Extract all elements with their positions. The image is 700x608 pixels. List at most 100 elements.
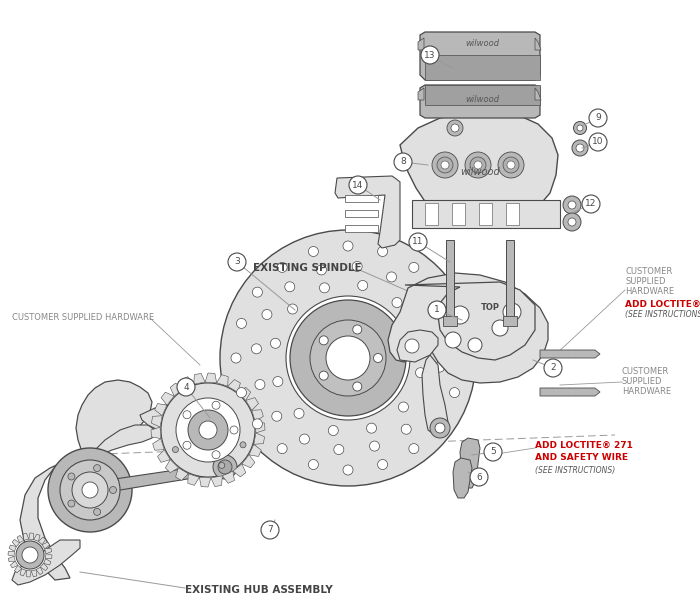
Polygon shape	[151, 416, 162, 427]
Circle shape	[503, 157, 519, 173]
Polygon shape	[42, 542, 50, 549]
Circle shape	[277, 444, 287, 454]
Bar	[452, 203, 465, 225]
Circle shape	[319, 283, 330, 293]
Text: CUSTOMER: CUSTOMER	[625, 268, 672, 277]
Circle shape	[430, 418, 450, 438]
Circle shape	[319, 371, 328, 380]
Circle shape	[251, 344, 262, 354]
Circle shape	[343, 465, 353, 475]
Polygon shape	[95, 425, 155, 455]
Circle shape	[272, 411, 282, 421]
Circle shape	[183, 411, 191, 419]
Polygon shape	[38, 537, 46, 545]
Circle shape	[68, 473, 75, 480]
Text: 8: 8	[400, 157, 406, 167]
Polygon shape	[23, 533, 29, 541]
Circle shape	[213, 455, 237, 479]
Polygon shape	[228, 379, 240, 392]
Polygon shape	[36, 567, 43, 575]
Circle shape	[421, 46, 439, 64]
Circle shape	[428, 301, 446, 319]
Polygon shape	[194, 373, 205, 384]
Bar	[345, 210, 378, 217]
Polygon shape	[252, 410, 263, 421]
Text: 2: 2	[550, 364, 556, 373]
Circle shape	[94, 465, 101, 472]
Text: ADD LOCTITE® 271: ADD LOCTITE® 271	[535, 441, 633, 449]
Circle shape	[228, 253, 246, 271]
Text: wilwood: wilwood	[465, 40, 499, 49]
Circle shape	[563, 196, 581, 214]
Circle shape	[416, 368, 426, 378]
Polygon shape	[32, 570, 37, 577]
Circle shape	[220, 230, 476, 486]
Polygon shape	[9, 545, 16, 551]
Circle shape	[409, 263, 419, 272]
Polygon shape	[151, 427, 161, 438]
Polygon shape	[155, 404, 167, 416]
Polygon shape	[29, 533, 34, 539]
Polygon shape	[242, 455, 255, 468]
Polygon shape	[217, 375, 228, 386]
Text: 13: 13	[424, 50, 435, 60]
Circle shape	[465, 152, 491, 178]
Circle shape	[358, 280, 368, 291]
Bar	[412, 200, 560, 228]
Circle shape	[401, 424, 411, 434]
Circle shape	[432, 152, 458, 178]
Polygon shape	[418, 38, 424, 50]
Polygon shape	[397, 330, 438, 362]
Polygon shape	[188, 474, 200, 485]
Polygon shape	[176, 468, 188, 480]
Text: 10: 10	[592, 137, 603, 147]
Polygon shape	[46, 554, 52, 559]
Circle shape	[309, 246, 318, 257]
Circle shape	[352, 261, 362, 271]
Polygon shape	[15, 565, 22, 573]
Circle shape	[470, 468, 488, 486]
Circle shape	[568, 201, 576, 209]
Circle shape	[172, 447, 178, 452]
Circle shape	[328, 426, 338, 435]
Bar	[425, 85, 540, 105]
Text: 14: 14	[352, 181, 364, 190]
Text: HARDWARE: HARDWARE	[625, 288, 674, 297]
Polygon shape	[249, 444, 261, 457]
Polygon shape	[246, 398, 258, 410]
Text: 4: 4	[183, 382, 189, 392]
Circle shape	[316, 265, 326, 275]
Circle shape	[573, 122, 587, 134]
Polygon shape	[140, 405, 180, 430]
Polygon shape	[540, 350, 600, 358]
Text: wilwood: wilwood	[465, 94, 499, 103]
Polygon shape	[233, 464, 246, 477]
Circle shape	[334, 444, 344, 455]
Circle shape	[405, 339, 419, 353]
Polygon shape	[20, 568, 27, 576]
Circle shape	[414, 295, 424, 305]
Polygon shape	[45, 548, 52, 554]
Circle shape	[286, 296, 410, 420]
Bar	[443, 316, 457, 326]
Polygon shape	[8, 556, 15, 562]
Circle shape	[563, 213, 581, 231]
Circle shape	[431, 326, 441, 336]
Bar	[425, 55, 540, 80]
Circle shape	[349, 176, 367, 194]
Circle shape	[441, 161, 449, 169]
Circle shape	[253, 419, 262, 429]
Circle shape	[212, 401, 220, 409]
Circle shape	[353, 325, 362, 334]
Polygon shape	[460, 438, 480, 488]
Circle shape	[16, 541, 44, 569]
Polygon shape	[256, 421, 265, 433]
Polygon shape	[535, 38, 541, 50]
Polygon shape	[161, 392, 174, 405]
Circle shape	[398, 402, 409, 412]
Polygon shape	[26, 570, 32, 577]
Circle shape	[48, 448, 132, 532]
Circle shape	[294, 409, 304, 418]
Polygon shape	[540, 388, 600, 396]
Text: 5: 5	[490, 447, 496, 457]
